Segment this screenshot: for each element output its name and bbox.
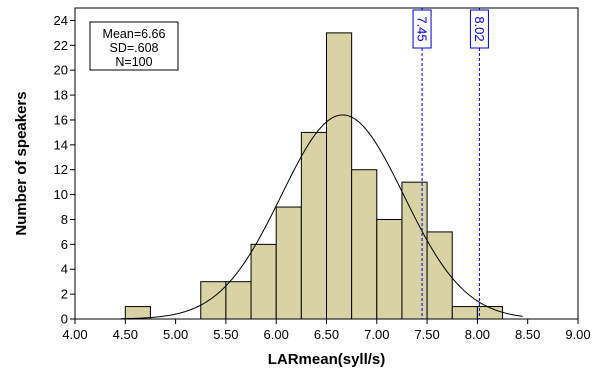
histogram-bar [426, 231, 453, 320]
y-tick-label: 0 [61, 312, 68, 327]
histogram-bar [200, 281, 227, 320]
y-tick-label: 22 [54, 38, 68, 53]
histogram-bars [124, 32, 504, 320]
histogram-bar [476, 306, 504, 320]
y-tick-label: 6 [61, 237, 68, 252]
histogram-bar [225, 281, 252, 320]
y-tick-label: 12 [54, 162, 68, 177]
reference-line-label: 8.02 [472, 16, 487, 41]
reference-line-label-box [412, 9, 432, 49]
stats-line: N=100 [115, 55, 152, 69]
stats-line: SD=.608 [110, 41, 159, 55]
x-tick-label: 8.50 [515, 327, 540, 342]
y-tick-label: 4 [61, 262, 68, 277]
histogram-bar [124, 306, 151, 320]
stats-line: Mean=6.66 [103, 27, 166, 41]
x-tick-label: 5.00 [163, 327, 188, 342]
y-tick-label: 8 [61, 212, 68, 227]
x-tick-label: 8.00 [465, 327, 490, 342]
x-axis: 4.00 4.50 5.00 5.50 6.00 6.50 7.00 7.50 8.00 8.50… [62, 319, 591, 342]
x-tick-label: 7.50 [414, 327, 439, 342]
histogram-bar [275, 206, 302, 320]
histogram-bar [351, 169, 378, 320]
x-tick-label: 4.00 [62, 327, 87, 342]
x-tick-label: 9.00 [565, 327, 590, 342]
histogram-bar [376, 218, 403, 320]
y-tick-label: 2 [61, 287, 68, 302]
y-tick-label: 18 [54, 88, 68, 103]
y-tick-label: 10 [54, 187, 68, 202]
histogram-bar [326, 32, 353, 320]
x-tick-label: 4.50 [113, 327, 138, 342]
y-tick-label: 24 [54, 13, 68, 28]
normal-curve [120, 114, 523, 320]
y-axis-title: Number of speakers [13, 91, 30, 235]
x-tick-label: 6.00 [264, 327, 289, 342]
histogram-bar [451, 306, 478, 320]
x-tick-label: 6.50 [314, 327, 339, 342]
y-tick-label: 20 [54, 63, 68, 78]
y-tick-label: 14 [54, 137, 68, 152]
x-tick-label: 5.50 [213, 327, 238, 342]
histogram-bar [250, 243, 277, 320]
histogram-bar [300, 131, 328, 320]
reference-lines: 7.45 8.02 [412, 8, 489, 319]
reference-line-label: 7.45 [415, 16, 430, 41]
x-tick-label: 7.00 [364, 327, 389, 342]
histogram-bar [401, 181, 428, 320]
y-tick-label: 16 [54, 112, 68, 127]
reference-line-label-box [469, 9, 489, 49]
x-axis-title: LARmean(syll/s) [268, 351, 386, 368]
stats-box-frame [89, 21, 179, 71]
